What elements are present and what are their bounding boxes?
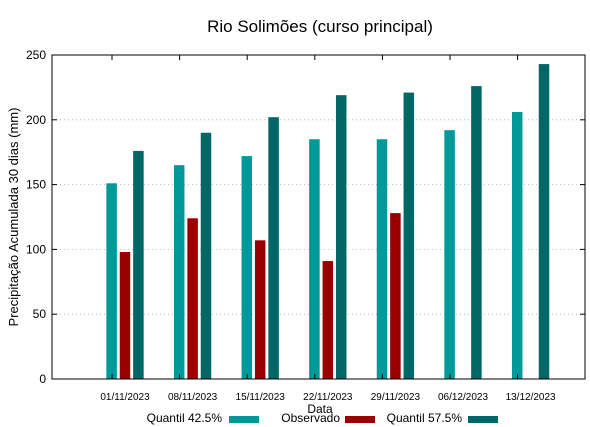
- bar: [133, 150, 144, 379]
- bar: [403, 92, 415, 380]
- x-tick-label: 29/11/2023: [371, 392, 421, 403]
- bar: [376, 139, 388, 379]
- x-axis-ticks: 01/11/2023 08/11/2023 15/11/2023 22/11/2023…: [100, 55, 556, 403]
- bar: [241, 156, 253, 379]
- y-tick-label: 0: [39, 372, 46, 386]
- legend-swatch: [229, 416, 259, 423]
- bar: [538, 64, 550, 380]
- bars: [106, 64, 550, 380]
- y-axis-ticks: 0 50 100 150 200 250: [26, 48, 585, 386]
- legend: Quantil 42.5% Observado Quantil 57.5%: [147, 411, 498, 425]
- y-axis-label: Precipitação Acumulada 30 dias (mm): [6, 108, 21, 327]
- bar: [511, 112, 523, 380]
- bar: [173, 165, 185, 379]
- chart-title: Rio Solimões (curso principal): [207, 17, 433, 36]
- legend-swatch: [468, 416, 498, 423]
- y-tick-label: 250: [26, 48, 46, 62]
- bar: [309, 139, 320, 379]
- bar: [200, 132, 212, 379]
- x-tick-label: 22/11/2023: [303, 392, 353, 403]
- legend-swatch: [345, 416, 375, 423]
- x-tick-label: 15/11/2023: [236, 392, 286, 403]
- y-tick-label: 100: [26, 242, 46, 256]
- bar: [471, 86, 482, 379]
- bar: [268, 117, 279, 379]
- y-tick-label: 200: [26, 113, 46, 127]
- legend-label: Quantil 57.5%: [387, 411, 463, 425]
- bar: [335, 95, 347, 380]
- bar: [119, 251, 131, 379]
- x-tick-label: 13/12/2023: [506, 392, 556, 403]
- bar: [390, 213, 401, 379]
- x-tick-label: 08/11/2023: [168, 392, 218, 403]
- x-axis-label: Data: [307, 402, 333, 416]
- bar: [187, 218, 198, 379]
- bar: [106, 183, 117, 379]
- x-tick-label: 01/11/2023: [100, 392, 150, 403]
- bar: [254, 240, 266, 379]
- legend-label: Quantil 42.5%: [147, 411, 223, 425]
- bar: [322, 261, 334, 379]
- x-tick-label: 06/12/2023: [438, 392, 488, 403]
- bar: [444, 130, 455, 379]
- plot-frame: [51, 54, 586, 380]
- y-tick-label: 150: [26, 178, 46, 192]
- y-tick-label: 50: [33, 307, 47, 321]
- legend-label: Observado: [281, 411, 340, 425]
